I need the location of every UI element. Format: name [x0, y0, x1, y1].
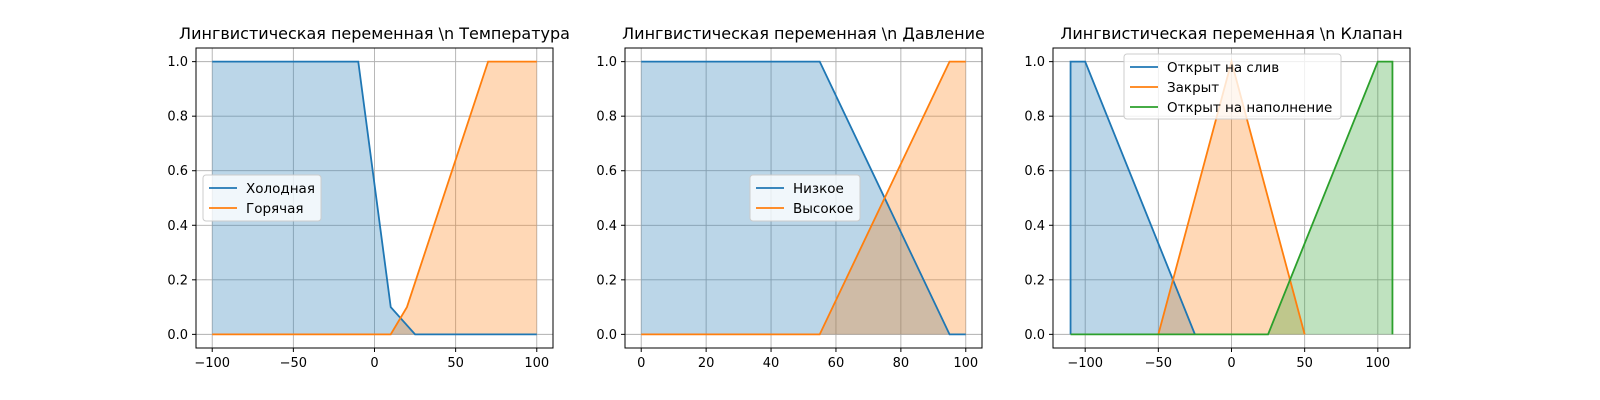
y-tick-label: 0.6: [167, 164, 188, 179]
series-fill-1: [1070, 61, 1195, 335]
y-tick-label: 1.0: [1024, 55, 1045, 70]
series-line-1: [212, 60, 537, 336]
x-tick-label: 50: [1296, 356, 1313, 371]
legend-label: Холодная: [246, 181, 315, 197]
x-tick-label: 40: [763, 356, 780, 371]
y-tick-label: 0.6: [1024, 164, 1045, 179]
x-tick-label: 20: [698, 356, 715, 371]
series-line-2: [641, 60, 966, 336]
x-tick-label: −100: [194, 356, 230, 371]
y-tick-label: 0.4: [1024, 219, 1045, 234]
series-fill-2: [1158, 61, 1305, 335]
y-tick-label: 0.6: [596, 164, 617, 179]
x-tick-label: −100: [1067, 356, 1103, 371]
legend-box: [1123, 53, 1342, 120]
x-tick-label: −50: [280, 356, 307, 371]
chart-title: Лингвистическая переменная \n Клапан: [1060, 24, 1402, 43]
x-tick-label: −50: [1145, 356, 1172, 371]
chart-title: Лингвистическая переменная \n Температур…: [179, 24, 570, 43]
chart-panel-2: 0 20 40 60 80 100 0.0 0.2 0.4 0.6 0.8 1.0 Лингвистич…: [596, 24, 985, 371]
x-tick-label: 100: [1365, 356, 1390, 371]
y-tick-label: 0.0: [1024, 328, 1045, 343]
legend: Холодная Горячая: [202, 174, 322, 222]
series-line-1: [1069, 60, 1196, 335]
x-tick-label: 0: [637, 356, 645, 371]
legend-box: [202, 174, 322, 222]
legend: Открыт на слив Закрыт Открыт на наполнение: [1123, 53, 1342, 120]
y-tick-label: 0.4: [596, 219, 617, 234]
y-tick-label: 0.0: [596, 328, 617, 343]
y-tick-label: 0.2: [596, 273, 617, 288]
x-tick-label: 60: [828, 356, 845, 371]
x-tick-label: 100: [524, 356, 549, 371]
y-tick-label: 1.0: [167, 55, 188, 70]
x-tick-label: 100: [953, 356, 978, 371]
legend: Низкое Высокое: [749, 174, 861, 222]
series-line-3: [1070, 60, 1394, 336]
axes-frame: [624, 47, 983, 349]
y-tick-label: 0.8: [1024, 110, 1045, 125]
legend-label: Открыт на наполнение: [1167, 100, 1332, 116]
legend-label: Низкое: [793, 181, 844, 197]
y-tick-label: 0.2: [1024, 273, 1045, 288]
series-fill-2: [212, 61, 537, 335]
y-tick-label: 0.4: [167, 219, 188, 234]
series-line-2: [212, 60, 537, 336]
legend-label: Закрыт: [1167, 80, 1219, 96]
y-tick-label: 0.0: [167, 328, 188, 343]
x-tick-label: 50: [447, 356, 464, 371]
y-tick-label: 0.8: [596, 110, 617, 125]
x-tick-label: 80: [893, 356, 910, 371]
chart-title: Лингвистическая переменная \n Давление: [622, 24, 985, 43]
y-tick-label: 0.2: [167, 273, 188, 288]
series-fill-2: [641, 61, 966, 335]
series-fill-3: [1070, 61, 1393, 335]
chart-panel-1: −100 −50 0 50 100 0.0 0.2 0.4 0.6 0.8 1.0 Лингвисти…: [167, 24, 570, 371]
x-tick-label: 0: [1227, 356, 1235, 371]
x-tick-label: 0: [370, 356, 378, 371]
chart-panel-3: −100 −50 0 50 100 0.0 0.2 0.4 0.6 0.8 1.0 Лингвисти…: [1024, 24, 1411, 371]
legend-label: Горячая: [246, 201, 304, 217]
legend-label: Открыт на слив: [1167, 60, 1279, 76]
legend-label: Высокое: [793, 201, 853, 217]
series-fill-1: [212, 61, 537, 335]
legend-box: [749, 174, 861, 222]
y-tick-label: 0.8: [167, 110, 188, 125]
y-tick-label: 1.0: [596, 55, 617, 70]
